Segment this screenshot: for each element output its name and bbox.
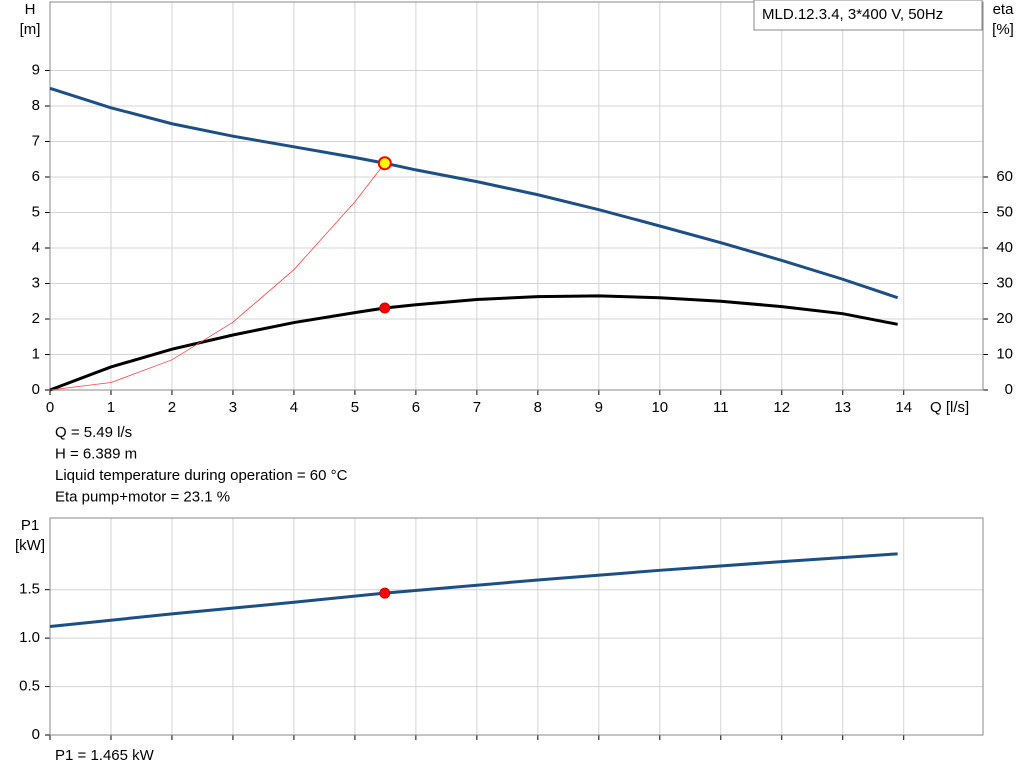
y-tick-label: 0 [32, 381, 40, 398]
y-tick-label: 8 [32, 97, 40, 114]
y2-tick-label: 40 [996, 239, 1013, 256]
x-tick-label: 10 [651, 399, 668, 416]
duty-point [377, 156, 392, 171]
y2-tick-label: 10 [996, 345, 1013, 362]
y-tick-label: 1.0 [19, 629, 40, 646]
p1-operating-point [379, 587, 391, 599]
x-tick-label: 2 [168, 399, 176, 416]
y-tick-label: 2 [32, 310, 40, 327]
y-tick-label: 1.5 [19, 581, 40, 598]
x-axis-label: Q [l/s] [930, 399, 969, 416]
x-tick-label: 7 [473, 399, 481, 416]
y-tick-label: 6 [32, 168, 40, 185]
y2-tick-label: 60 [996, 168, 1013, 185]
x-tick-label: 4 [290, 399, 298, 416]
y2-tick-label: 30 [996, 274, 1013, 291]
y-tick-label: 4 [32, 239, 40, 256]
annotation: Eta pump+motor = 23.1 % [55, 488, 230, 505]
curve [49, 294, 898, 392]
y-tick-label: 5 [32, 203, 40, 220]
label-box-text: MLD.12.3.4, 3*400 V, 50Hz [762, 6, 943, 23]
plot-frame [49, 1, 984, 391]
annotation: Q = 5.49 l/s [55, 424, 132, 441]
label-box [753, 0, 983, 31]
x-tick-label: 9 [595, 399, 603, 416]
y-axis-label: H [25, 1, 36, 18]
x-tick-label: 8 [534, 399, 542, 416]
x-tick-label: 14 [895, 399, 912, 416]
x-tick-label: 0 [46, 399, 54, 416]
x-tick-label: 1 [107, 399, 115, 416]
x-tick-label: 3 [229, 399, 237, 416]
x-tick-label: 5 [351, 399, 359, 416]
y2-tick-label: 0 [1005, 381, 1013, 398]
x-tick-label: 11 [713, 399, 729, 416]
curve [49, 86, 899, 300]
x-tick-label: 13 [834, 399, 851, 416]
y-tick-label: 3 [32, 274, 40, 291]
y2-axis-label: eta [993, 1, 1015, 18]
y-axis-unit: [m] [20, 21, 41, 38]
x-tick-label: 6 [412, 399, 420, 416]
x-tick-label: 12 [773, 399, 790, 416]
eta-operating-point [379, 302, 391, 314]
curve [49, 552, 898, 628]
annotation: Liquid temperature during operation = 60… [55, 467, 348, 484]
y-tick-label: 7 [32, 132, 40, 149]
annotation: H = 6.389 m [55, 445, 137, 462]
y-tick-label: 1 [32, 345, 40, 362]
y2-tick-label: 20 [996, 310, 1013, 327]
curve [49, 162, 386, 391]
y-axis-label: P1 [21, 517, 39, 534]
y-axis-unit: [kW] [15, 537, 45, 554]
y-tick-label: 9 [32, 61, 40, 78]
y2-axis-unit: [%] [992, 21, 1014, 38]
annotation: P1 = 1.465 kW [55, 747, 155, 764]
y-tick-label: 0 [32, 726, 40, 743]
y2-tick-label: 50 [996, 203, 1013, 220]
y-tick-label: 0.5 [19, 678, 40, 695]
